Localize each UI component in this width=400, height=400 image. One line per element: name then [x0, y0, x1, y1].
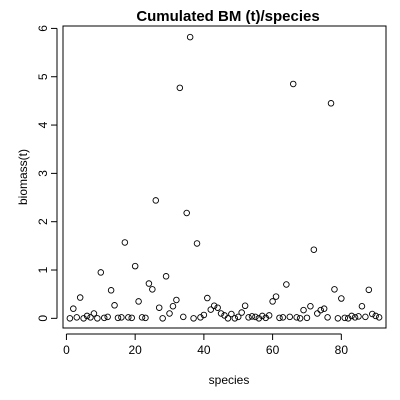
x-tick-label: 60 [266, 343, 280, 357]
chart-title: Cumulated BM (t)/species [136, 8, 319, 25]
data-point [366, 287, 372, 293]
data-point [280, 315, 286, 321]
x-axis-label: species [209, 373, 250, 387]
data-point [273, 294, 279, 300]
x-tick-label: 80 [335, 343, 349, 357]
y-tick-label: 5 [36, 73, 50, 80]
data-point [177, 85, 183, 91]
data-point [318, 307, 324, 313]
data-point [163, 273, 169, 279]
data-point [108, 288, 114, 294]
x-tick-label: 0 [63, 343, 70, 357]
data-point [146, 281, 152, 287]
y-tick-label: 1 [36, 266, 50, 273]
data-point [150, 287, 156, 293]
data-point [143, 315, 149, 321]
x-axis: 0 20 40 60 80 [63, 334, 348, 357]
plot-frame [63, 26, 386, 328]
data-point [194, 241, 200, 247]
data-point [321, 306, 327, 312]
data-point [359, 303, 365, 309]
data-point [132, 263, 138, 269]
data-point [284, 282, 290, 288]
data-point [352, 315, 358, 321]
data-point [112, 302, 118, 308]
data-point [191, 316, 197, 322]
data-point [77, 295, 83, 301]
data-point [160, 316, 166, 322]
data-point [356, 314, 362, 320]
data-point [287, 314, 293, 320]
data-point [290, 81, 296, 87]
x-tick-label: 20 [128, 343, 142, 357]
data-point [239, 310, 245, 316]
y-tick-label: 3 [36, 170, 50, 177]
data-point [153, 198, 159, 204]
data-point [328, 101, 334, 107]
data-point [98, 270, 104, 276]
data-point [304, 315, 310, 321]
data-point [95, 316, 101, 322]
y-tick-label: 6 [36, 25, 50, 32]
data-point [122, 240, 128, 246]
data-point [246, 315, 252, 321]
data-point [101, 315, 107, 321]
data-point [136, 299, 142, 305]
data-point [205, 295, 211, 301]
data-point [297, 316, 303, 322]
data-points [67, 34, 382, 321]
data-point [119, 315, 125, 321]
y-tick-label: 4 [36, 121, 50, 128]
data-point [308, 303, 314, 309]
data-point [294, 315, 300, 321]
y-axis-label: biomass(t) [16, 149, 30, 205]
data-point [232, 316, 238, 322]
data-point [156, 305, 162, 311]
y-tick-label: 0 [36, 315, 50, 322]
data-point [339, 296, 345, 302]
data-point [180, 314, 186, 320]
data-point [174, 297, 180, 303]
x-tick-label: 40 [197, 343, 211, 357]
data-point [325, 315, 331, 321]
data-point [129, 315, 135, 321]
y-axis: 0 1 2 3 4 5 6 [36, 25, 57, 322]
data-point [363, 314, 369, 320]
data-point [376, 315, 382, 321]
data-point [170, 303, 176, 309]
data-point [71, 306, 77, 312]
data-point [242, 303, 248, 309]
data-point [335, 316, 341, 322]
data-point [167, 311, 173, 317]
y-tick-label: 2 [36, 218, 50, 225]
data-point [311, 247, 317, 253]
data-point [74, 315, 80, 321]
data-point [332, 287, 338, 293]
data-point [105, 314, 111, 320]
data-point [184, 210, 190, 216]
data-point [187, 34, 193, 40]
data-point [301, 307, 307, 313]
data-point [314, 311, 320, 317]
data-point [67, 316, 73, 322]
data-point [253, 314, 259, 320]
